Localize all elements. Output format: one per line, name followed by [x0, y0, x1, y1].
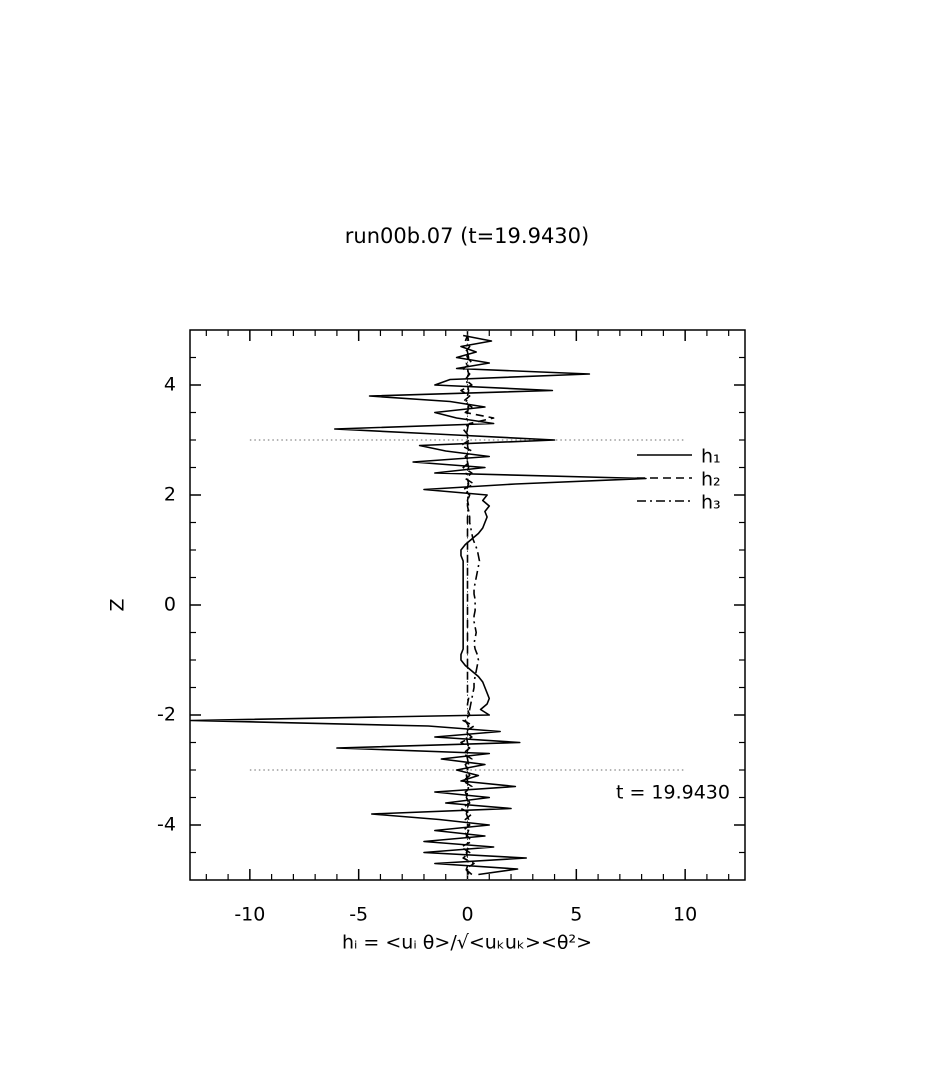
x-axis-label: hᵢ = <uᵢ θ>/√<uₖuₖ><θ²> [342, 932, 592, 954]
x-tick-label: 5 [570, 904, 582, 926]
annotation: t = 19.9430 [616, 782, 730, 804]
y-tick-label: -4 [157, 814, 176, 836]
legend-label: h₂ [701, 469, 721, 491]
series-line [464, 335, 481, 875]
y-tick-label: 4 [164, 374, 176, 396]
x-tick-label: 10 [673, 904, 697, 926]
x-tick-label: 0 [461, 904, 473, 926]
y-axis-label: Z [107, 598, 129, 611]
y-tick-label: 0 [164, 594, 176, 616]
legend-label: h₃ [701, 492, 721, 514]
series-line [190, 334, 647, 876]
y-tick-label: -2 [157, 704, 176, 726]
legend-label: h₁ [701, 446, 721, 468]
series-line [460, 335, 495, 876]
x-tick-label: -10 [234, 904, 265, 926]
y-tick-label: 2 [164, 484, 176, 506]
chart-title: run00b.07 (t=19.9430) [345, 224, 589, 248]
x-tick-label: -5 [349, 904, 368, 926]
